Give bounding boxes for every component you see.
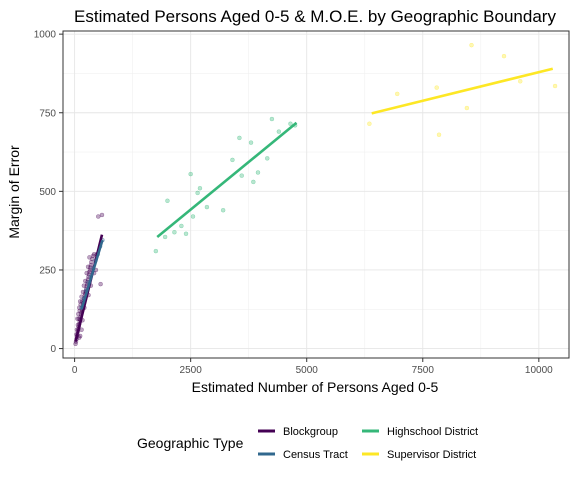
data-point (89, 256, 95, 262)
data-point (79, 294, 84, 299)
data-point (77, 308, 82, 314)
data-point (204, 204, 210, 210)
x-tick-label: 5000 (296, 365, 319, 376)
data-point (288, 121, 293, 127)
data-point (237, 135, 242, 141)
grid-lines (63, 31, 569, 358)
data-point (81, 283, 87, 288)
data-point (220, 207, 226, 213)
data-point (85, 264, 91, 270)
fit-line (80, 239, 104, 310)
legend-label: Supervisor District (387, 449, 476, 461)
x-tick-label: 7500 (412, 365, 435, 376)
y-tick-label: 1000 (34, 30, 57, 41)
data-point (98, 281, 103, 287)
x-tick-label: 10000 (525, 365, 553, 376)
data-point (436, 132, 442, 138)
data-point (255, 170, 261, 175)
data-point (172, 229, 177, 235)
data-point (77, 299, 83, 304)
plot-frame (62, 30, 570, 359)
y-axis: 0 250 500 750 1000 (34, 30, 63, 355)
plot-panel (63, 31, 569, 358)
data-point (179, 223, 184, 229)
data-point (190, 214, 196, 219)
data-point (75, 316, 80, 321)
data-point (162, 234, 168, 240)
fit-line (156, 121, 298, 238)
data-point (434, 85, 439, 90)
data-point (183, 231, 189, 237)
data-point (269, 116, 275, 122)
data-point (88, 262, 94, 268)
fit-line (371, 67, 554, 115)
x-axis-label: Estimated Number of Persons Aged 0-5 (192, 379, 439, 395)
data-point (469, 42, 474, 48)
legend: Geographic Type Blockgroup Census Tract Hi… (137, 426, 478, 461)
data-point (239, 173, 244, 178)
data-point (248, 140, 254, 145)
legend-label: Census Tract (283, 449, 348, 461)
data-point (73, 341, 78, 347)
data-point (96, 214, 101, 219)
y-axis-label: Margin of Error (6, 145, 22, 239)
data-point (87, 267, 93, 273)
plot-background (63, 31, 569, 358)
data-point (89, 259, 94, 265)
data-point (518, 79, 523, 84)
y-tick-label: 0 (50, 344, 56, 355)
legend-title: Geographic Type (137, 435, 244, 451)
data-point (394, 91, 400, 97)
data-point (87, 269, 92, 275)
data-point (501, 53, 507, 59)
fit-lines (74, 67, 554, 342)
data-point (552, 83, 558, 89)
data-point (80, 289, 86, 295)
data-point (84, 270, 89, 276)
data-point (464, 105, 470, 111)
data-point (76, 311, 81, 317)
x-tick-label: 0 (72, 365, 78, 376)
data-point (87, 255, 92, 260)
legend-label: Highschool District (387, 426, 478, 438)
data-point (195, 190, 200, 196)
x-tick-label: 2500 (180, 365, 203, 376)
data-point (83, 278, 88, 284)
y-tick-label: 500 (39, 187, 56, 198)
y-tick-label: 750 (39, 108, 56, 119)
data-point (153, 248, 159, 254)
y-tick-label: 250 (39, 265, 56, 276)
legend-label: Blockgroup (283, 426, 338, 438)
data-point (276, 129, 282, 134)
data-point (88, 265, 93, 270)
plot-border (62, 30, 570, 359)
x-axis: 0 2500 5000 7500 10000 (72, 358, 553, 376)
data-point (251, 179, 256, 185)
data-point (165, 198, 170, 204)
chart-title: Estimated Persons Aged 0-5 & M.O.E. by G… (74, 7, 556, 26)
data-point (230, 157, 235, 163)
data-point (265, 156, 270, 161)
data-point (197, 185, 203, 191)
data-point (188, 171, 193, 177)
data-point (99, 212, 105, 218)
data-point (90, 253, 96, 259)
data-point (367, 121, 372, 127)
